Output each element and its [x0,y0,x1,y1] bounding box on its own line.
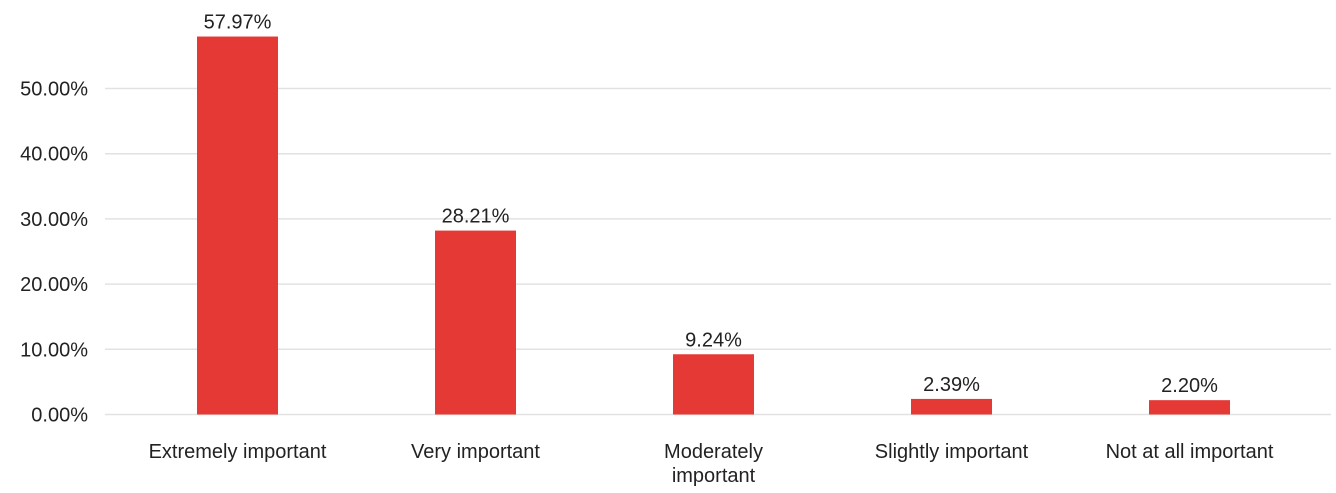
x-category-label: Extremely important [149,441,327,463]
data-label: 2.20% [1161,375,1218,397]
y-tick-label: 40.00% [20,144,88,166]
y-tick-label: 20.00% [20,274,88,296]
x-axis-categories: Extremely important Very important Moderat… [149,441,1274,487]
y-tick-label: 0.00% [31,405,88,427]
bars [197,36,1230,415]
y-axis-ticks: 0.00% 10.00% 20.00% 30.00% 40.00% 50.00% [20,79,88,427]
y-tick-label: 50.00% [20,79,88,101]
x-category-label: Very important [411,441,540,463]
data-labels: 57.97% 28.21% 9.24% 2.39% 2.20% [204,12,1218,398]
data-label: 28.21% [442,206,510,228]
x-category-label: Moderately important [664,441,763,487]
bar [673,354,754,415]
gridlines [105,87,1331,416]
data-label: 2.39% [923,374,980,396]
data-label: 9.24% [685,329,742,351]
bar [435,230,516,415]
x-category-label: Slightly important [875,441,1029,463]
bar [1149,400,1230,415]
y-tick-label: 10.00% [20,339,88,361]
data-label: 57.97% [204,12,272,34]
bar [197,36,278,415]
x-category-label: Not at all important [1106,441,1274,463]
bar [911,398,992,415]
y-tick-label: 30.00% [20,209,88,231]
